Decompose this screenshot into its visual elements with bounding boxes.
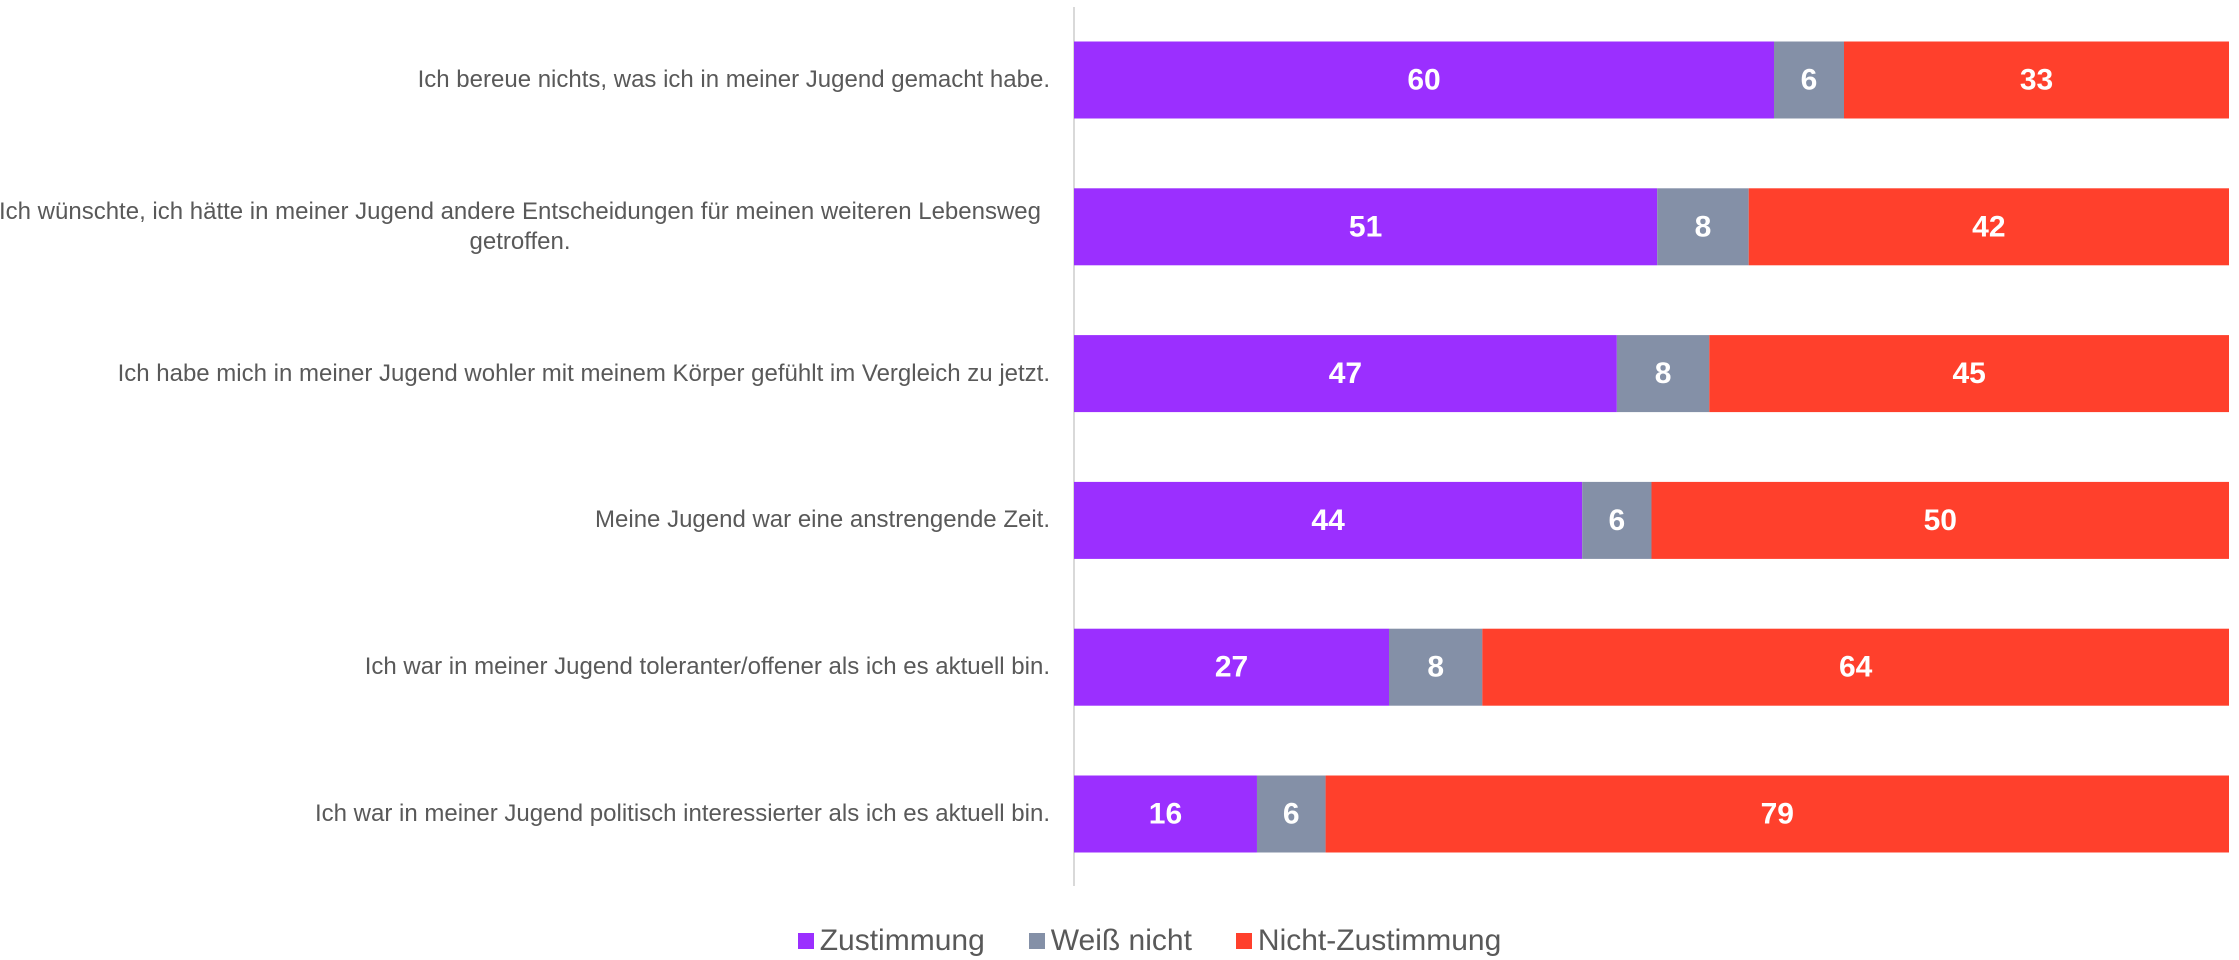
bar-segment — [1709, 335, 2229, 413]
bar-segment — [1657, 188, 1749, 266]
bar-segment — [1748, 188, 2229, 266]
category-label-box: Ich habe mich in meiner Jugend wohler mi… — [0, 359, 1050, 389]
bar-segment — [1256, 775, 1326, 853]
category-label-box: Ich war in meiner Jugend toleranter/offe… — [0, 652, 1050, 682]
category-label-box: Ich war in meiner Jugend politisch inter… — [0, 799, 1050, 829]
category-label: Ich war in meiner Jugend toleranter/offe… — [364, 653, 1050, 681]
value-label: 27 — [1215, 651, 1248, 684]
bar-segment — [1582, 481, 1652, 559]
legend: Zustimmung Weiß nicht Nicht-Zustimmung — [0, 924, 2239, 958]
category-label: Ich habe mich in meiner Jugend wohler mi… — [117, 359, 1050, 387]
bar-segment — [1844, 41, 2229, 119]
value-label: 50 — [1924, 504, 1957, 537]
value-label: 45 — [1952, 357, 1985, 390]
bar-segment — [1616, 335, 1710, 413]
value-label: 33 — [2020, 64, 2053, 97]
category-label: Ich war in meiner Jugend politisch inter… — [314, 800, 1050, 827]
value-label: 8 — [1695, 210, 1712, 243]
legend-label: Weiß nicht — [1050, 924, 1192, 957]
bar-segment — [1074, 481, 1583, 559]
value-label: 6 — [1801, 64, 1818, 97]
bar-segment — [1482, 628, 2229, 706]
legend-item: Weiß nicht — [1028, 924, 1192, 958]
value-label: 8 — [1427, 651, 1444, 684]
bar-segment — [1074, 335, 1617, 413]
value-label: 79 — [1761, 798, 1794, 831]
legend-item: Zustimmung — [797, 924, 985, 958]
legend-swatch — [1028, 933, 1045, 949]
category-label: Meine Jugend war eine anstrengende Zeit. — [595, 506, 1050, 534]
legend-label: Nicht-Zustimmung — [1257, 924, 1502, 957]
bar-segment — [1389, 628, 1483, 706]
bar-segment — [1774, 41, 1844, 119]
legend-swatch — [797, 933, 814, 949]
bar-segment — [1074, 41, 1774, 119]
category-label-box: Ich bereue nichts, was ich in meiner Jug… — [0, 65, 1050, 95]
value-label: 6 — [1609, 504, 1626, 537]
legend-label: Zustimmung — [819, 924, 985, 957]
bar-segment — [1651, 481, 2229, 559]
value-label: 42 — [1972, 210, 2005, 243]
bar-segment — [1325, 775, 2229, 853]
value-label: 60 — [1407, 64, 1440, 97]
bar-segment — [1074, 188, 1658, 266]
value-label: 44 — [1311, 504, 1345, 537]
bar-segment — [1074, 628, 1389, 706]
category-label-box: Meine Jugend war eine anstrengende Zeit. — [0, 505, 1050, 535]
category-label: Ich bereue nichts, was ich in meiner Jug… — [417, 66, 1050, 93]
bar-segment — [1074, 775, 1257, 853]
category-label: Ich wünschte, ich hätte in meiner Jugend… — [0, 197, 1041, 255]
value-label: 16 — [1149, 798, 1182, 831]
value-label: 64 — [1839, 651, 1873, 684]
category-label-box: Ich wünschte, ich hätte in meiner Jugend… — [0, 197, 1050, 257]
value-label: 6 — [1283, 798, 1300, 831]
legend-swatch — [1235, 933, 1252, 949]
value-label: 51 — [1349, 210, 1382, 243]
value-label: 8 — [1655, 357, 1672, 390]
value-label: 47 — [1329, 357, 1362, 390]
legend-item: Nicht-Zustimmung — [1235, 924, 1502, 958]
